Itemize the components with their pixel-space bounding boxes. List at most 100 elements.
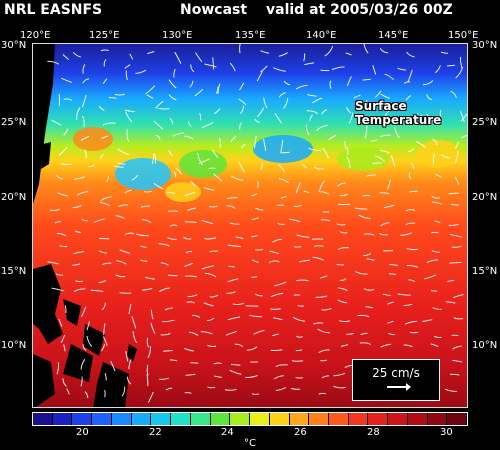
velocity-vector [116, 260, 127, 265]
velocity-vector [389, 264, 399, 267]
velocity-vector [168, 94, 177, 101]
velocity-vector [283, 80, 291, 86]
velocity-vector [439, 109, 442, 120]
velocity-vector [129, 53, 133, 60]
velocity-vector [386, 179, 391, 190]
velocity-vector [84, 149, 87, 159]
velocity-vector [151, 153, 155, 165]
velocity-vector [216, 86, 219, 95]
velocity-vector [277, 164, 285, 173]
velocity-vector [213, 173, 223, 182]
velocity-vector [175, 167, 182, 175]
velocity-vector [391, 155, 396, 167]
velocity-vector [371, 139, 378, 142]
velocity-vector [379, 134, 391, 138]
velocity-vector [445, 301, 456, 304]
velocity-vector [405, 222, 416, 226]
velocity-vector [153, 120, 164, 130]
velocity-vector [416, 141, 426, 148]
velocity-vector [382, 293, 391, 297]
velocity-vector [197, 153, 203, 166]
velocity-vector [260, 162, 263, 170]
velocity-vector [320, 359, 328, 362]
velocity-vector [314, 245, 324, 247]
velocity-vector [339, 231, 348, 234]
velocity-vector [422, 319, 433, 322]
velocity-vector [87, 164, 95, 168]
velocity-vector [329, 80, 332, 89]
velocity-vector [72, 204, 82, 209]
velocity-vector [155, 100, 164, 109]
velocity-vector [60, 334, 66, 343]
colorbar-label: 24 [221, 427, 234, 438]
velocity-vector [251, 393, 260, 395]
velocity-vector [257, 181, 259, 189]
velocity-vector [219, 137, 221, 148]
velocity-vector [426, 94, 433, 101]
velocity-vector [321, 375, 330, 379]
velocity-vector [362, 78, 371, 81]
velocity-vector [207, 386, 216, 389]
velocity-vector [388, 273, 397, 275]
velocity-vector [106, 175, 109, 182]
colorbar-segment [269, 413, 290, 425]
velocity-vector [249, 314, 262, 318]
velocity-vector [150, 309, 154, 320]
velocity-vector [200, 331, 213, 335]
velocity-vector [203, 187, 215, 191]
velocity-vector [314, 166, 324, 170]
colorbar-segment [289, 413, 310, 425]
velocity-vector [207, 317, 215, 322]
velocity-vector [47, 60, 60, 65]
velocity-vector [183, 236, 192, 240]
velocity-vector [357, 314, 370, 318]
velocity-vector [363, 253, 372, 257]
velocity-vector [54, 221, 62, 224]
velocity-vector [232, 302, 244, 306]
velocity-vector [194, 88, 204, 97]
velocity-vector [434, 335, 442, 338]
velocity-vector [394, 127, 400, 139]
scale-arrow-icon [387, 383, 411, 391]
colorbar-segment [447, 413, 468, 425]
velocity-vector [280, 196, 287, 199]
velocity-vector [77, 191, 89, 196]
velocity-vector [165, 387, 173, 391]
sst-map: Surface Temperature [32, 43, 468, 408]
velocity-vector [434, 65, 441, 74]
velocity-vector [203, 302, 214, 307]
velocity-vector [185, 373, 196, 376]
velocity-vector [93, 218, 105, 223]
velocity-vector [229, 222, 240, 225]
velocity-vector [432, 307, 442, 310]
velocity-vector [452, 359, 463, 363]
velocity-vector [208, 167, 216, 170]
velocity-vector [410, 113, 419, 120]
field-title: Surface Temperature [355, 99, 442, 127]
velocity-vector [114, 93, 125, 96]
velocity-vector [272, 238, 282, 243]
lat-tick-left: 20°N [1, 192, 27, 203]
velocity-vector [379, 149, 390, 154]
velocity-vector [238, 161, 246, 173]
lon-tick: 130°E [162, 30, 193, 41]
velocity-vector [198, 158, 210, 165]
velocity-vector [62, 54, 70, 60]
velocity-vector [184, 191, 196, 197]
velocity-vector [104, 389, 106, 398]
velocity-vector [277, 222, 285, 225]
velocity-vector [337, 247, 350, 251]
velocity-vector [74, 230, 81, 234]
velocity-vector [61, 77, 72, 83]
velocity-vector [415, 114, 423, 123]
velocity-vector [172, 132, 184, 137]
velocity-vector [388, 332, 395, 336]
colorbar-segment [190, 413, 211, 425]
velocity-vector [121, 386, 126, 397]
velocity-vector [214, 375, 222, 378]
velocity-vector [338, 203, 350, 206]
velocity-vector [432, 138, 438, 145]
velocity-vector [81, 115, 85, 128]
velocity-vector [239, 105, 244, 114]
velocity-vector [452, 294, 464, 299]
